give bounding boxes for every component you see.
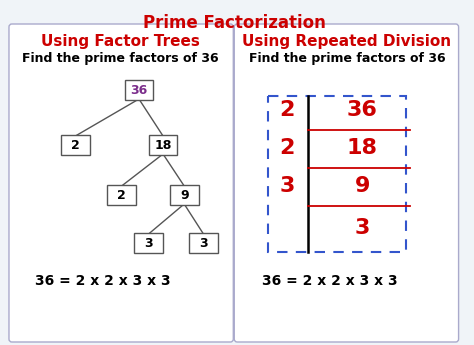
Text: Prime Factorization: Prime Factorization: [143, 14, 326, 32]
Text: 2: 2: [280, 100, 295, 120]
FancyBboxPatch shape: [148, 135, 177, 155]
Text: 36 = 2 x 2 x 3 x 3: 36 = 2 x 2 x 3 x 3: [35, 274, 170, 288]
Text: 3: 3: [355, 218, 370, 238]
FancyBboxPatch shape: [125, 80, 154, 100]
FancyBboxPatch shape: [134, 233, 163, 253]
Text: 3: 3: [199, 237, 208, 249]
FancyBboxPatch shape: [9, 24, 233, 342]
Text: 2: 2: [117, 188, 126, 201]
Text: Using Repeated Division: Using Repeated Division: [242, 34, 451, 49]
FancyBboxPatch shape: [234, 24, 458, 342]
Text: Find the prime factors of 36: Find the prime factors of 36: [22, 52, 219, 65]
Text: 9: 9: [355, 176, 370, 196]
Text: 18: 18: [155, 138, 172, 151]
Text: 9: 9: [180, 188, 189, 201]
FancyBboxPatch shape: [61, 135, 90, 155]
FancyBboxPatch shape: [189, 233, 218, 253]
Text: 2: 2: [280, 138, 295, 158]
Text: 36: 36: [347, 100, 378, 120]
Text: Find the prime factors of 36: Find the prime factors of 36: [248, 52, 445, 65]
Text: Using Factor Trees: Using Factor Trees: [41, 34, 200, 49]
Text: 18: 18: [347, 138, 378, 158]
Text: 36: 36: [130, 83, 147, 97]
FancyBboxPatch shape: [107, 185, 136, 205]
Text: 2: 2: [71, 138, 80, 151]
FancyBboxPatch shape: [170, 185, 199, 205]
Text: 36 = 2 x 2 x 3 x 3: 36 = 2 x 2 x 3 x 3: [262, 274, 397, 288]
Text: 3: 3: [144, 237, 153, 249]
Bar: [268, 96, 406, 252]
Text: 3: 3: [280, 176, 295, 196]
